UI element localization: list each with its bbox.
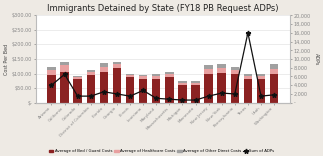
- Bar: [178, 85, 187, 103]
- Bar: [231, 70, 239, 74]
- Bar: [73, 79, 82, 103]
- Bar: [257, 74, 265, 76]
- Bar: [152, 74, 161, 76]
- Bar: [47, 70, 56, 75]
- Bar: [178, 83, 187, 85]
- Bar: [257, 79, 265, 103]
- Bar: [87, 75, 95, 103]
- Bar: [231, 67, 239, 70]
- Title: Immigrants Detained by State (FY18 PB Request ADPs): Immigrants Detained by State (FY18 PB Re…: [47, 4, 278, 13]
- Bar: [191, 83, 200, 85]
- Bar: [60, 72, 69, 103]
- Bar: [165, 74, 173, 77]
- Bar: [60, 62, 69, 65]
- Bar: [73, 76, 82, 77]
- Bar: [87, 70, 95, 72]
- Bar: [178, 81, 187, 83]
- Bar: [99, 63, 108, 67]
- Bar: [165, 72, 173, 74]
- Bar: [204, 74, 213, 103]
- Bar: [139, 75, 147, 76]
- Bar: [60, 65, 69, 72]
- Bar: [217, 68, 226, 73]
- Bar: [47, 67, 56, 70]
- Bar: [113, 62, 121, 64]
- Bar: [217, 64, 226, 68]
- Bar: [152, 76, 161, 78]
- Bar: [204, 65, 213, 69]
- Bar: [152, 78, 161, 103]
- Bar: [99, 72, 108, 103]
- Bar: [113, 68, 121, 103]
- Bar: [87, 72, 95, 75]
- Bar: [139, 78, 147, 103]
- Bar: [204, 69, 213, 74]
- Legend: Average of Bed / Guard Costs, Average of Healthcare Costs, Average of Other Dire: Average of Bed / Guard Costs, Average of…: [48, 149, 275, 154]
- Bar: [244, 76, 252, 79]
- Bar: [244, 74, 252, 76]
- Bar: [270, 64, 278, 69]
- Bar: [270, 69, 278, 74]
- Bar: [47, 75, 56, 103]
- Y-axis label: ADPs: ADPs: [314, 53, 319, 65]
- Bar: [217, 73, 226, 103]
- Bar: [99, 67, 108, 72]
- Bar: [191, 81, 200, 83]
- Bar: [126, 77, 134, 103]
- Bar: [257, 76, 265, 79]
- Bar: [270, 74, 278, 103]
- Bar: [73, 77, 82, 79]
- Bar: [113, 64, 121, 68]
- Bar: [126, 74, 134, 75]
- Bar: [244, 79, 252, 103]
- Bar: [126, 75, 134, 77]
- Bar: [191, 85, 200, 103]
- Bar: [231, 74, 239, 103]
- Bar: [139, 76, 147, 78]
- Bar: [165, 77, 173, 103]
- Y-axis label: Cost Per Bed: Cost Per Bed: [4, 43, 9, 75]
